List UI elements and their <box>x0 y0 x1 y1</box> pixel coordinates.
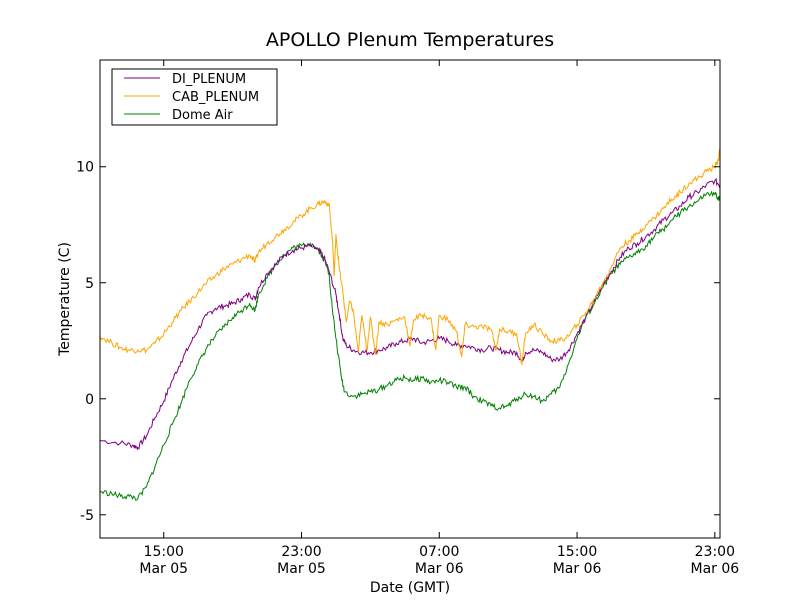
y-axis-label: Temperature (C) <box>57 242 73 357</box>
y-tick-label: 0 <box>85 392 94 408</box>
x-tick-label-date: Mar 05 <box>277 561 326 577</box>
x-tick-label-date: Mar 05 <box>139 561 188 577</box>
y-tick-label: 5 <box>85 276 94 292</box>
x-tick-label-time: 23:00 <box>281 544 321 560</box>
legend-label-dome-air: Dome Air <box>172 108 233 123</box>
y-axis: -5 0 5 10 <box>76 160 720 524</box>
plot-area-frame <box>99 59 721 539</box>
chart-title: APOLLO Plenum Temperatures <box>266 29 554 51</box>
x-tick-label-date: Mar 06 <box>415 561 464 577</box>
legend-label-di-plenum: DI_PLENUM <box>172 72 246 87</box>
x-tick-label-time: 15:00 <box>144 544 184 560</box>
series-line-dome-air <box>99 190 721 501</box>
y-tick-label: 10 <box>76 160 94 176</box>
plot-series-layer <box>99 148 721 501</box>
series-line-di-plenum <box>99 177 721 451</box>
x-axis-label: Date (GMT) <box>370 580 450 596</box>
x-tick-label-time: 15:00 <box>557 544 597 560</box>
x-tick-label-date: Mar 06 <box>553 561 602 577</box>
x-tick-label-time: 23:00 <box>695 544 735 560</box>
legend-label-cab-plenum: CAB_PLENUM <box>172 90 259 105</box>
legend: DI_PLENUM CAB_PLENUM Dome Air <box>111 68 278 126</box>
y-tick-label: -5 <box>80 508 94 524</box>
x-tick-label-time: 07:00 <box>419 544 459 560</box>
series-line-cab-plenum <box>99 148 721 366</box>
x-tick-label-date: Mar 06 <box>690 561 739 577</box>
